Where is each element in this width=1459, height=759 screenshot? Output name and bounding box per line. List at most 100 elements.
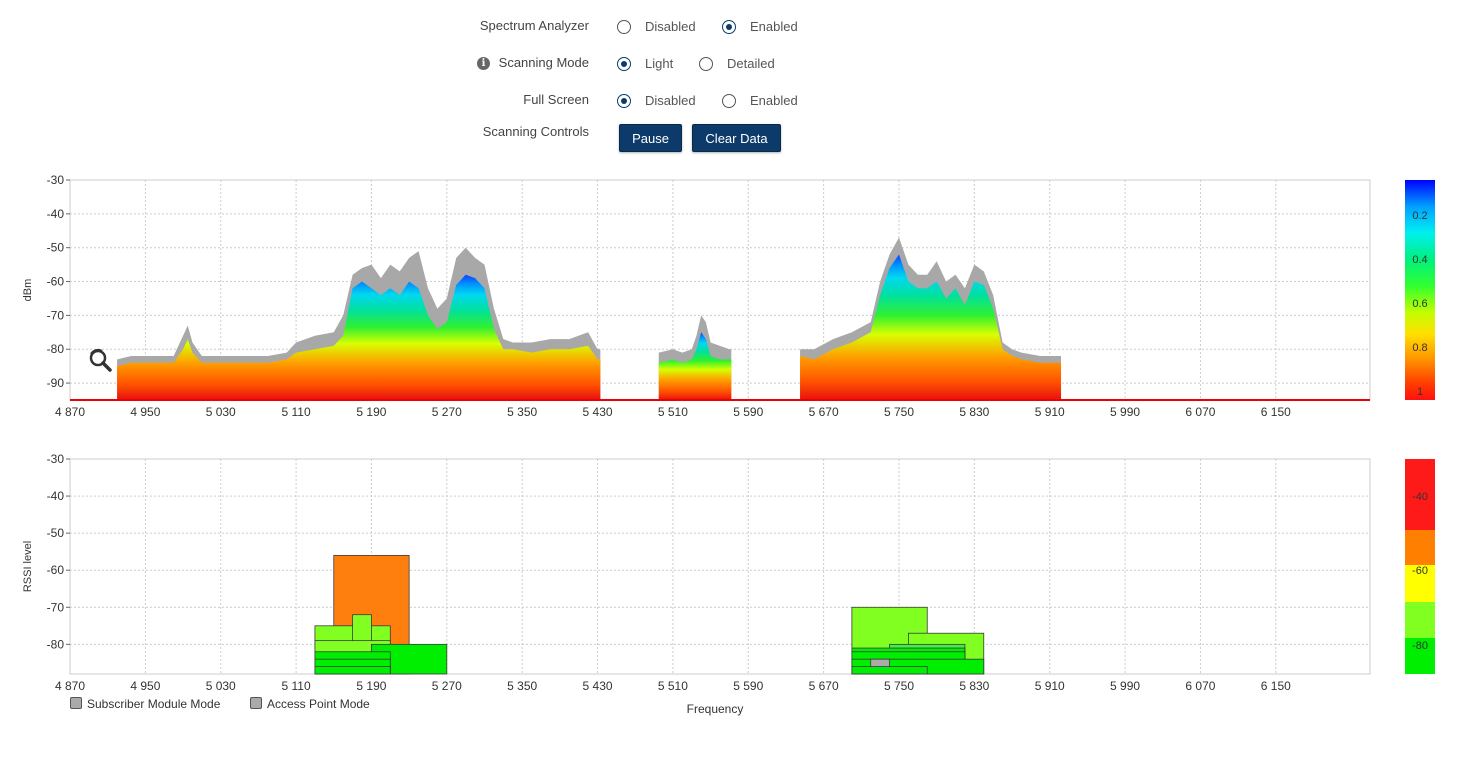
rssi-colorbar-tick: -60: [1412, 565, 1428, 577]
spectrum-colorbar-gradient: [1405, 180, 1435, 400]
scanning-detailed-label[interactable]: Detailed: [727, 56, 775, 71]
rssi-bar: [314, 666, 391, 675]
rssi-colorbar-block: [1405, 530, 1435, 565]
spectrum-ytick-label: -70: [47, 308, 65, 322]
rssi-ytick-label: -50: [47, 526, 65, 540]
rssi-xtick-label: 4 870: [55, 679, 85, 693]
spectrum-enabled-radio[interactable]: [722, 20, 736, 34]
full-screen-label: Full Screen: [523, 92, 589, 107]
spectrum-ytick-label: -50: [47, 241, 65, 255]
rssi-plot-frame: [69, 458, 1371, 675]
fullscreen-disabled-label[interactable]: Disabled: [645, 93, 696, 108]
rssi-xtick-label: 4 950: [130, 679, 160, 693]
rssi-xtick-label: 5 430: [583, 679, 613, 693]
rssi-bar: [851, 666, 928, 675]
scanning-controls-label: Scanning Controls: [482, 124, 589, 139]
fullscreen-enabled-radio[interactable]: [722, 94, 736, 108]
rssi-xtick-label: 5 190: [356, 679, 386, 693]
fullscreen-disabled-radio[interactable]: [617, 94, 631, 108]
spectrum-xtick-label: 5 670: [809, 405, 839, 419]
spectrum-xtick-label: 5 590: [733, 405, 763, 419]
spectrum-xtick-label: 6 150: [1261, 405, 1291, 419]
spectrum-xtick-label: 5 110: [282, 405, 311, 419]
full-screen-row: Full Screen Disabled Enabled: [0, 92, 1459, 114]
spectrum-colorbar-tick: 0.8: [1412, 342, 1427, 354]
spectrum-colorbar-tick: 0.6: [1412, 298, 1427, 310]
legend-ap-label: Access Point Mode: [267, 697, 370, 711]
rssi-xtick-label: 5 830: [959, 679, 989, 693]
spectrum-analyzer-label: Spectrum Analyzer: [479, 18, 589, 33]
spectrum-energy-area: [800, 254, 1062, 400]
scanning-controls-row: Scanning Controls Pause Clear Data: [0, 124, 1459, 152]
rssi-ytick-label: -30: [47, 452, 65, 466]
spectrum-chart: 4 870 4 950 5 030 5 110 5 190 5 270 5 350 5 430…: [22, 173, 1435, 419]
fullscreen-enabled-label[interactable]: Enabled: [750, 93, 798, 108]
spectrum-xtick-label: 5 430: [583, 405, 613, 419]
spectrum-colorbar-tick: 1: [1417, 386, 1423, 398]
spectrum-colorbar-tick: 0.4: [1412, 254, 1427, 266]
rssi-xtick-label: 6 150: [1261, 679, 1291, 693]
rssi-ytick-label: -40: [47, 489, 65, 503]
spectrum-energy-area: [117, 274, 601, 400]
legend-sm-swatch: [70, 697, 82, 709]
rssi-chart: 4 870 4 950 5 030 5 110 5 190 5 270 5 350 5 430…: [22, 452, 1435, 716]
scanning-mode-label: Scanning Mode: [498, 55, 589, 70]
rssi-colorbar-tick: -40: [1412, 491, 1428, 503]
scanning-light-label[interactable]: Light: [645, 56, 674, 71]
spectrum-disabled-radio[interactable]: [617, 20, 631, 34]
scanning-detailed-radio[interactable]: [699, 57, 713, 71]
rssi-xtick-label: 5 350: [507, 679, 537, 693]
spectrum-xtick-label: 4 950: [130, 405, 160, 419]
spectrum-xtick-label: 6 070: [1185, 405, 1215, 419]
rssi-xtick-label: 5 510: [658, 679, 688, 693]
rssi-ytick-label: -70: [47, 600, 65, 614]
clear-data-button[interactable]: Clear Data: [692, 124, 781, 152]
rssi-xtick-label: 5 590: [733, 679, 763, 693]
spectrum-ylabel: dBm: [22, 279, 34, 302]
rssi-xtick-label: 5 270: [432, 679, 462, 693]
spectrum-xtick-label: 5 910: [1035, 405, 1065, 419]
rssi-xtick-label: 5 110: [282, 679, 311, 693]
spectrum-xtick-label: 5 350: [507, 405, 537, 419]
spectrum-xtick-label: 4 870: [55, 405, 85, 419]
rssi-xtick-label: 6 070: [1185, 679, 1215, 693]
spectrum-data: [70, 237, 1370, 401]
spectrum-xtick-label: 5 030: [206, 405, 236, 419]
legend-subscriber-module[interactable]: Subscriber Module Mode: [70, 697, 220, 711]
pause-button[interactable]: Pause: [619, 124, 682, 152]
scanning-light-radio[interactable]: [617, 57, 631, 71]
legend-ap-swatch: [250, 697, 262, 709]
scanning-mode-row: i Scanning Mode Light Detailed: [0, 55, 1459, 77]
spectrum-energy-area: [658, 332, 732, 400]
rssi-grid: [69, 458, 1371, 675]
rssi-xtick-label: 5 030: [206, 679, 236, 693]
spectrum-colorbar-tick: 0.2: [1412, 210, 1427, 222]
spectrum-ytick-label: -30: [47, 173, 65, 187]
rssi-ylabel: RSSI level: [22, 541, 34, 592]
rssi-xlabel: Frequency: [687, 702, 744, 716]
spectrum-xtick-label: 5 830: [959, 405, 989, 419]
spectrum-axes: 4 870 4 950 5 030 5 110 5 190 5 270 5 350 5 430…: [22, 173, 1291, 419]
spectrum-disabled-label[interactable]: Disabled: [645, 19, 696, 34]
rssi-colorbar-block: [1405, 459, 1435, 494]
rssi-colorbar-tick: -80: [1412, 640, 1428, 652]
rssi-colorbar: -40 -60 -80: [1405, 459, 1435, 674]
spectrum-xtick-label: 5 190: [356, 405, 386, 419]
spectrum-enabled-label[interactable]: Enabled: [750, 19, 798, 34]
rssi-xtick-label: 5 910: [1035, 679, 1065, 693]
zoom-icon[interactable]: [89, 348, 112, 372]
rssi-colorbar-block: [1405, 602, 1435, 638]
spectrum-xtick-label: 5 990: [1110, 405, 1140, 419]
legend-access-point[interactable]: Access Point Mode: [250, 697, 370, 711]
legend-sm-label: Subscriber Module Mode: [87, 697, 221, 711]
rssi-data: [314, 554, 985, 675]
info-icon[interactable]: i: [477, 57, 490, 70]
spectrum-xtick-label: 5 270: [432, 405, 462, 419]
spectrum-ytick-label: -90: [47, 376, 65, 390]
rssi-xtick-label: 5 750: [884, 679, 914, 693]
spectrum-analyzer-row: Spectrum Analyzer Disabled Enabled: [0, 18, 1459, 40]
rssi-ytick-label: -60: [47, 563, 65, 577]
rssi-xtick-label: 5 670: [809, 679, 839, 693]
rssi-axes: 4 870 4 950 5 030 5 110 5 190 5 270 5 350 5 430…: [22, 452, 1291, 716]
spectrum-ytick-label: -60: [47, 275, 65, 289]
